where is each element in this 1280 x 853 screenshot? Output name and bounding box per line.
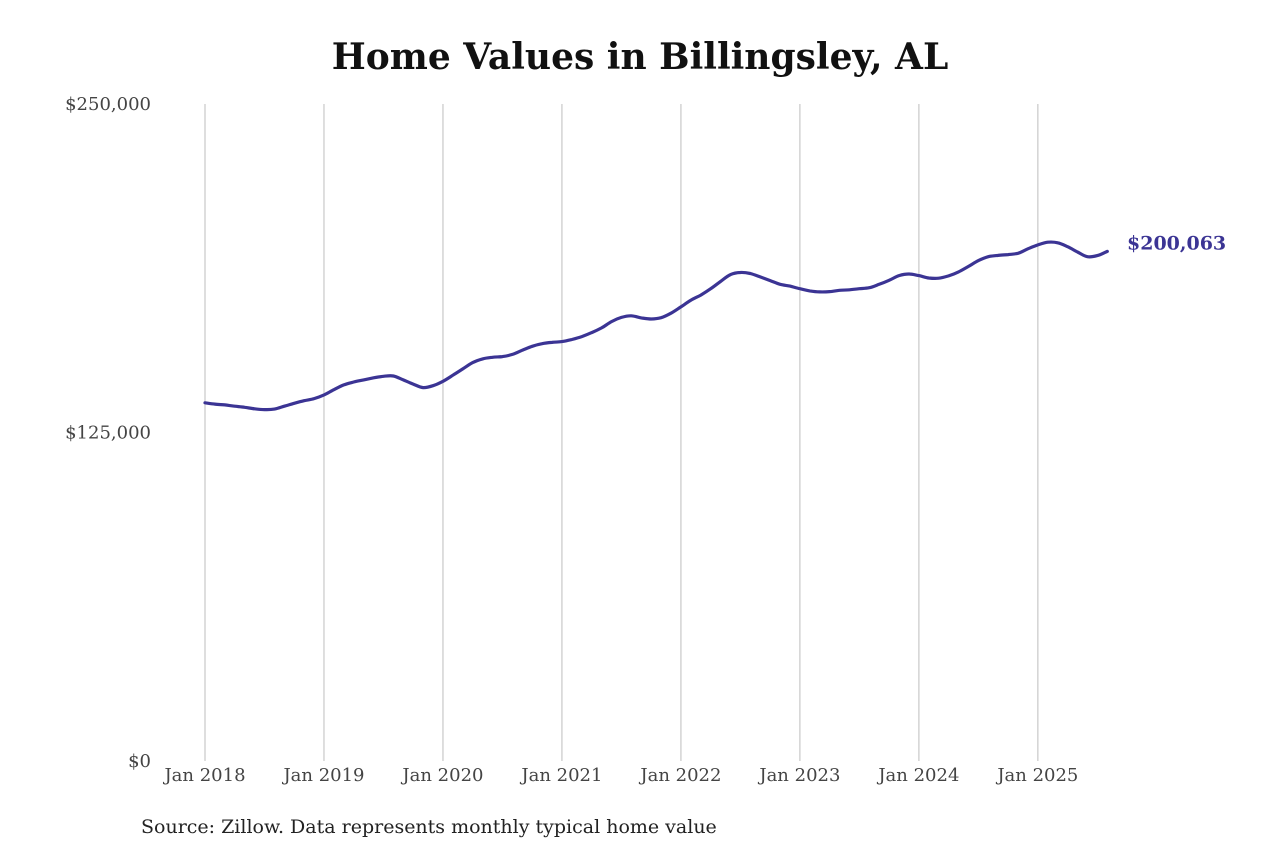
y-tick-label: $250,000	[65, 94, 151, 115]
home-value-line	[203, 240, 1109, 412]
x-axis-ticks: Jan 2018 Jan 2019 Jan 2020 Jan 2021 Jan 2022…	[162, 765, 1078, 786]
gridlines	[204, 104, 1039, 761]
chart-title: Home Values in Billingsley, AL	[331, 36, 949, 78]
y-axis-ticks: $0 $125,000 $250,000	[65, 94, 151, 772]
source-note: Source: Zillow. Data represents monthly …	[141, 816, 717, 838]
y-tick-label: $0	[128, 751, 151, 772]
x-tick-label: Jan 2021	[519, 765, 602, 786]
latest-value-label: $200,063	[1127, 232, 1226, 254]
x-tick-label: Jan 2019	[281, 765, 364, 786]
x-tick-label: Jan 2022	[638, 765, 721, 786]
x-tick-label: Jan 2020	[400, 765, 483, 786]
x-tick-label: Jan 2023	[757, 765, 840, 786]
x-tick-label: Jan 2024	[876, 765, 959, 786]
x-tick-label: Jan 2025	[995, 765, 1078, 786]
y-tick-label: $125,000	[65, 423, 151, 444]
x-tick-label: Jan 2018	[162, 765, 245, 786]
